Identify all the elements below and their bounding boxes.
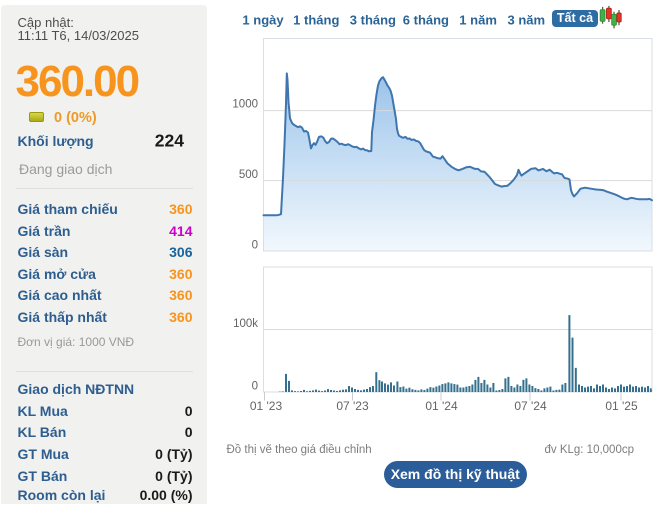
svg-text:100k: 100k — [233, 318, 258, 330]
svg-text:1000: 1000 — [232, 99, 258, 111]
svg-text:500: 500 — [239, 169, 258, 181]
svg-text:07 '23: 07 '23 — [336, 399, 369, 413]
svg-text:01 '23: 01 '23 — [250, 399, 283, 413]
svg-text:01 '25: 01 '25 — [605, 399, 638, 413]
svg-text:01 '24: 01 '24 — [425, 399, 458, 413]
svg-text:07 '24: 07 '24 — [514, 399, 547, 413]
svg-text:0: 0 — [252, 381, 258, 393]
svg-text:0: 0 — [252, 240, 258, 252]
